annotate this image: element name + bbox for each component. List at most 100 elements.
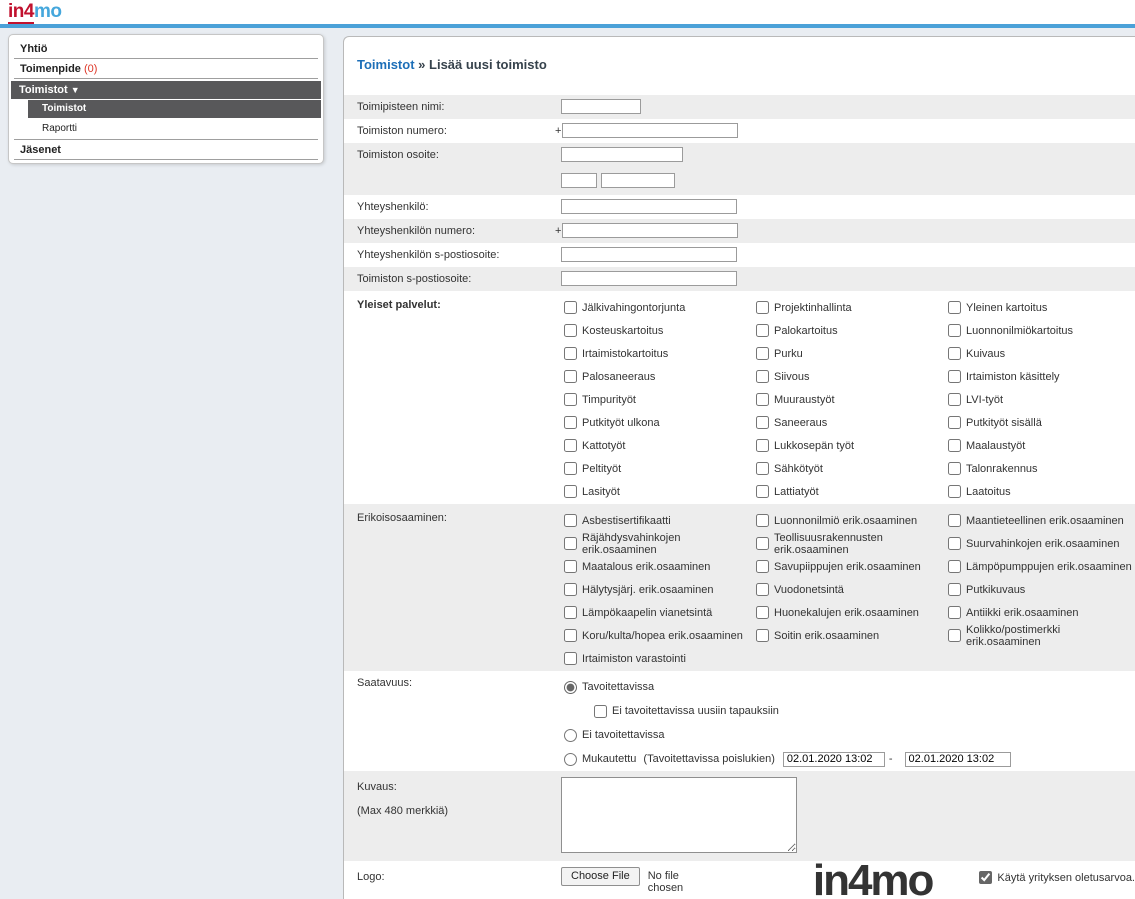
special-skill-checkbox[interactable] <box>756 606 769 619</box>
service-option[interactable]: Maalaustyöt <box>945 434 1135 457</box>
contact-name-input[interactable] <box>561 199 737 214</box>
service-checkbox[interactable] <box>756 301 769 314</box>
special-skill-checkbox[interactable] <box>756 629 769 642</box>
street-address-input[interactable] <box>561 147 683 162</box>
use-company-default-option[interactable]: Käytä yrityksen oletusarvoa. <box>976 871 1135 884</box>
description-textarea[interactable] <box>561 777 797 853</box>
service-checkbox[interactable] <box>564 301 577 314</box>
service-checkbox[interactable] <box>564 439 577 452</box>
service-option[interactable]: Saneeraus <box>753 411 945 434</box>
service-option[interactable]: Sähkötyöt <box>753 457 945 480</box>
service-checkbox[interactable] <box>564 370 577 383</box>
office-email-input[interactable] <box>561 271 737 286</box>
special-skill-option[interactable]: Teollisuusrakennusten erik.osaaminen <box>753 532 945 556</box>
custom-date-from-input[interactable] <box>782 751 885 767</box>
service-option[interactable]: Muuraustyöt <box>753 388 945 411</box>
city-input[interactable] <box>601 173 675 188</box>
service-checkbox[interactable] <box>948 347 961 360</box>
special-skill-checkbox[interactable] <box>948 606 961 619</box>
special-skill-checkbox[interactable] <box>756 514 769 527</box>
special-skill-checkbox[interactable] <box>948 629 961 642</box>
special-skill-option[interactable]: Räjähdysvahinkojen erik.osaaminen <box>561 532 753 556</box>
service-option[interactable]: Laatoitus <box>945 480 1135 503</box>
service-checkbox[interactable] <box>756 439 769 452</box>
special-skill-option[interactable]: Asbestisertifikaatti <box>561 509 753 532</box>
service-option[interactable]: Luonnonilmiökartoitus <box>945 319 1135 342</box>
breadcrumb-section-link[interactable]: Toimistot <box>357 57 415 72</box>
special-skill-checkbox[interactable] <box>564 514 577 527</box>
sidebar-item-toimistot-parent[interactable]: Toimistot ▼ <box>11 81 321 99</box>
service-option[interactable]: LVI-työt <box>945 388 1135 411</box>
service-checkbox[interactable] <box>756 347 769 360</box>
office-name-input[interactable] <box>561 99 641 114</box>
service-checkbox[interactable] <box>948 370 961 383</box>
availability-sub-option[interactable]: Ei tavoitettavissa uusiin tapauksiin <box>591 699 1011 723</box>
service-option[interactable]: Palokartoitus <box>753 319 945 342</box>
special-skill-checkbox[interactable] <box>948 560 961 573</box>
special-skill-checkbox[interactable] <box>756 560 769 573</box>
service-checkbox[interactable] <box>564 347 577 360</box>
service-checkbox[interactable] <box>756 324 769 337</box>
special-skill-option[interactable]: Maatalous erik.osaaminen <box>561 555 753 578</box>
special-skill-checkbox[interactable] <box>564 629 577 642</box>
service-checkbox[interactable] <box>948 393 961 406</box>
special-skill-option[interactable]: Lämpöpumppujen erik.osaaminen <box>945 555 1135 578</box>
special-skill-checkbox[interactable] <box>564 652 577 665</box>
service-checkbox[interactable] <box>564 462 577 475</box>
contact-email-input[interactable] <box>561 247 737 262</box>
special-skill-option[interactable]: Vuodonetsintä <box>753 578 945 601</box>
service-checkbox[interactable] <box>564 324 577 337</box>
service-checkbox[interactable] <box>948 301 961 314</box>
service-option[interactable]: Kattotyöt <box>561 434 753 457</box>
service-option[interactable]: Lattiatyöt <box>753 480 945 503</box>
special-skill-option[interactable]: Huonekalujen erik.osaaminen <box>753 601 945 624</box>
service-option[interactable]: Irtaimistokartoitus <box>561 342 753 365</box>
custom-radio[interactable] <box>564 752 577 766</box>
service-option[interactable]: Talonrakennus <box>945 457 1135 480</box>
availability-option-not-reachable[interactable]: Ei tavoitettavissa <box>561 723 1011 747</box>
service-option[interactable]: Lukkosepän työt <box>753 434 945 457</box>
service-checkbox[interactable] <box>948 416 961 429</box>
special-skill-checkbox[interactable] <box>564 560 577 573</box>
special-skill-option[interactable]: Antiikki erik.osaaminen <box>945 601 1135 624</box>
service-checkbox[interactable] <box>564 393 577 406</box>
choose-file-button[interactable]: Choose File <box>561 867 640 886</box>
service-checkbox[interactable] <box>756 393 769 406</box>
service-option[interactable]: Putkityöt ulkona <box>561 411 753 434</box>
service-option[interactable]: Kosteuskartoitus <box>561 319 753 342</box>
service-checkbox[interactable] <box>756 485 769 498</box>
service-option[interactable]: Purku <box>753 342 945 365</box>
special-skill-option[interactable]: Luonnonilmiö erik.osaaminen <box>753 509 945 532</box>
special-skill-option[interactable]: Savupiippujen erik.osaaminen <box>753 555 945 578</box>
service-option[interactable]: Siivous <box>753 365 945 388</box>
not-reachable-radio[interactable] <box>564 728 577 742</box>
service-option[interactable]: Yleinen kartoitus <box>945 296 1135 319</box>
service-option[interactable]: Timpurityöt <box>561 388 753 411</box>
special-skill-checkbox[interactable] <box>948 583 961 596</box>
special-skill-option[interactable]: Kolikko/postimerkki erik.osaaminen <box>945 624 1135 648</box>
not-reachable-new-cases-checkbox[interactable] <box>594 704 607 718</box>
service-option[interactable]: Projektinhallinta <box>753 296 945 319</box>
service-option[interactable]: Lasityöt <box>561 480 753 503</box>
special-skill-checkbox[interactable] <box>948 514 961 527</box>
service-checkbox[interactable] <box>948 324 961 337</box>
special-skill-option[interactable]: Lämpökaapelin vianetsintä <box>561 601 753 624</box>
special-skill-checkbox[interactable] <box>564 583 577 596</box>
special-skill-option[interactable]: Maantieteellinen erik.osaaminen <box>945 509 1135 532</box>
special-skill-option[interactable]: Soitin erik.osaaminen <box>753 624 945 647</box>
availability-option-reachable[interactable]: Tavoitettavissa <box>561 675 1011 699</box>
sidebar-item-jasenet[interactable]: Jäsenet <box>14 139 318 160</box>
service-checkbox[interactable] <box>756 416 769 429</box>
service-option[interactable]: Irtaimiston käsittely <box>945 365 1135 388</box>
use-company-default-checkbox[interactable] <box>979 871 993 884</box>
app-logo[interactable]: in4mo <box>8 0 62 24</box>
special-skill-option[interactable]: Putkikuvaus <box>945 578 1135 601</box>
service-checkbox[interactable] <box>564 416 577 429</box>
service-checkbox[interactable] <box>948 439 961 452</box>
custom-date-to-input[interactable] <box>904 751 1011 767</box>
special-skill-checkbox[interactable] <box>564 606 577 619</box>
service-option[interactable]: Palosaneeraus <box>561 365 753 388</box>
service-option[interactable]: Putkityöt sisällä <box>945 411 1135 434</box>
sidebar-item-toimenpide[interactable]: Toimenpide (0) <box>14 59 318 79</box>
service-checkbox[interactable] <box>756 462 769 475</box>
